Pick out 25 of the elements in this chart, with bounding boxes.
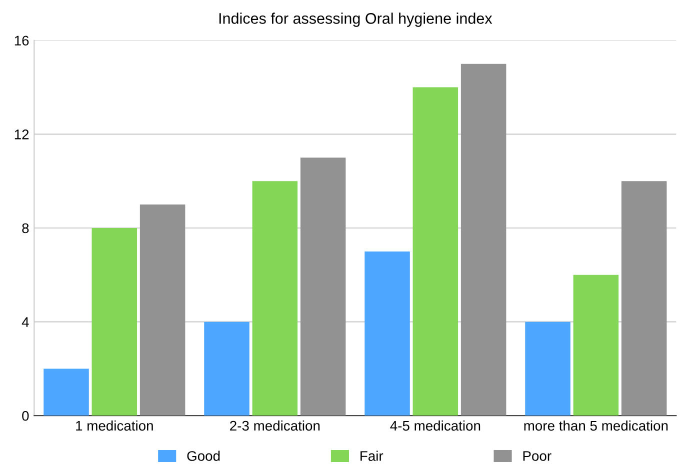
bar	[621, 181, 667, 416]
bar	[252, 181, 298, 416]
bar	[92, 228, 138, 416]
y-tick-label: 4	[22, 317, 29, 327]
bar	[525, 322, 570, 416]
y-tick-label: 0	[22, 410, 29, 421]
bar	[412, 87, 458, 416]
x-tick-label: 1 medication	[76, 420, 153, 431]
bar	[573, 274, 619, 416]
bar	[140, 204, 186, 416]
bar	[460, 64, 506, 416]
y-tick-label: 8	[22, 223, 29, 234]
bar	[44, 368, 89, 416]
legend-label: Fair	[360, 450, 384, 461]
legend-label: Good	[187, 450, 220, 461]
chart-title: Indices for assessing Oral hygiene index	[219, 12, 492, 27]
bar	[364, 251, 410, 416]
legend-label: Poor	[523, 451, 552, 461]
x-tick-label: more than 5 medication	[524, 420, 668, 431]
x-tick-label: 2-3 medication	[230, 420, 320, 431]
y-tick-label: 12	[14, 130, 29, 140]
x-tick-label: 4-5 medication	[390, 420, 480, 431]
y-tick-label: 16	[14, 36, 29, 46]
bar	[300, 158, 346, 416]
bar	[204, 322, 250, 416]
